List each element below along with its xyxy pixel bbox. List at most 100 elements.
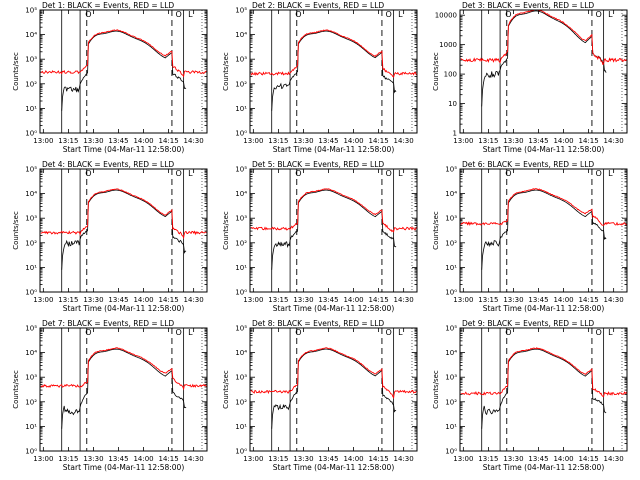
- lld-series-line: [460, 347, 627, 398]
- x-tick-label: 13:30: [83, 455, 103, 463]
- marker-symbol: L: [608, 10, 613, 19]
- x-tick-label: 14:00: [133, 455, 153, 463]
- x-tick-label: 14:15: [158, 137, 178, 145]
- x-tick-label: 13:30: [293, 296, 313, 304]
- x-tick-label: 13:00: [453, 296, 473, 304]
- y-tick-label: 1: [453, 129, 457, 137]
- marker-symbol: O: [175, 169, 181, 178]
- panel-title: Det 3: BLACK = Events, RED = LLD: [462, 1, 594, 10]
- panel-title: Det 2: BLACK = Events, RED = LLD: [252, 1, 384, 10]
- y-tick-label: 10³: [25, 215, 37, 223]
- y-tick-label: 10⁵: [235, 7, 247, 15]
- y-tick-label: 10⁴: [25, 349, 37, 357]
- y-tick-label: 10: [448, 100, 457, 108]
- marker-symbol: L: [608, 328, 613, 337]
- x-tick-label: 14:15: [578, 455, 598, 463]
- detector-panel: Det 1: BLACK = Events, RED = LLD 13:00 13:…: [12, 1, 208, 154]
- marker-symbol: O: [85, 328, 91, 337]
- x-tick-label: 13:15: [478, 296, 498, 304]
- y-tick-label: 10⁵: [445, 166, 457, 174]
- x-tick-label: 13:00: [33, 455, 53, 463]
- x-tick-label: 13:00: [453, 137, 473, 145]
- y-tick-label: 10²: [235, 398, 247, 406]
- y-tick-label: 10³: [445, 215, 457, 223]
- y-tick-label: 10³: [25, 374, 37, 382]
- y-tick-label: 10⁴: [235, 349, 247, 357]
- y-tick-label: 10⁴: [25, 190, 37, 198]
- x-tick-label: 13:15: [268, 296, 288, 304]
- x-tick-label: 14:00: [343, 137, 363, 145]
- y-axis-label: Counts/sec: [12, 211, 20, 250]
- y-tick-label: 10⁰: [25, 447, 37, 455]
- x-tick-label: 13:00: [33, 296, 53, 304]
- y-tick-label: 10⁵: [25, 166, 37, 174]
- y-tick-label: 10⁵: [235, 166, 247, 174]
- x-tick-label: 13:45: [108, 455, 128, 463]
- y-tick-label: 10⁵: [445, 325, 457, 333]
- x-tick-label: 14:00: [553, 296, 573, 304]
- y-tick-label: 10¹: [445, 264, 457, 272]
- x-tick-label: 13:15: [58, 296, 78, 304]
- marker-symbol: L: [608, 169, 613, 178]
- y-tick-label: 10⁵: [235, 325, 247, 333]
- marker-symbol: O: [175, 328, 181, 337]
- y-tick-label: 10²: [235, 80, 247, 88]
- y-tick-label: 10²: [445, 239, 457, 247]
- lld-series-line: [40, 347, 207, 391]
- x-tick-label: 13:45: [318, 137, 338, 145]
- marker-symbol: L: [398, 10, 403, 19]
- y-tick-label: 10³: [445, 374, 457, 382]
- x-axis-label: Start Time (04-Mar-11 12:58:00): [483, 463, 605, 472]
- detector-panel: Det 2: BLACK = Events, RED = LLD 13:00 13:…: [222, 1, 418, 154]
- x-tick-label: 14:15: [578, 137, 598, 145]
- x-tick-label: 13:15: [268, 137, 288, 145]
- x-tick-label: 14:30: [604, 455, 624, 463]
- y-tick-label: 10³: [235, 374, 247, 382]
- marker-symbol: O: [505, 169, 511, 178]
- marker-symbol: L: [398, 169, 403, 178]
- y-tick-label: 10¹: [25, 423, 37, 431]
- events-series-line: [61, 348, 187, 429]
- y-tick-label: 10⁴: [25, 31, 37, 39]
- y-axis-label: Counts/sec: [432, 370, 440, 409]
- x-tick-label: 13:45: [318, 455, 338, 463]
- x-tick-label: 13:15: [478, 137, 498, 145]
- x-tick-label: 13:30: [293, 137, 313, 145]
- y-axis-label: Counts/sec: [432, 211, 440, 250]
- x-tick-label: 14:30: [184, 137, 204, 145]
- y-tick-label: 10⁰: [25, 288, 37, 296]
- plot-frame: [459, 168, 628, 293]
- y-tick-label: 10¹: [235, 423, 247, 431]
- y-tick-label: 1000: [439, 41, 457, 49]
- x-tick-label: 13:00: [243, 296, 263, 304]
- marker-symbol: O: [85, 10, 91, 19]
- y-tick-label: 10²: [445, 398, 457, 406]
- x-tick-label: 13:00: [33, 137, 53, 145]
- y-tick-label: 10000: [435, 12, 457, 20]
- panel-title: Det 8: BLACK = Events, RED = LLD: [252, 319, 384, 328]
- plot-frame: [249, 168, 418, 293]
- lld-series-line: [250, 188, 417, 233]
- x-tick-label: 13:30: [83, 137, 103, 145]
- x-tick-label: 13:00: [453, 455, 473, 463]
- panel-title: Det 6: BLACK = Events, RED = LLD: [462, 160, 594, 169]
- x-axis-label: Start Time (04-Mar-11 12:58:00): [483, 145, 605, 154]
- x-tick-label: 14:15: [158, 296, 178, 304]
- panel-title: Det 7: BLACK = Events, RED = LLD: [42, 319, 174, 328]
- y-tick-label: 10⁰: [25, 129, 37, 137]
- events-series-line: [61, 30, 187, 111]
- plot-frame: [249, 9, 418, 134]
- x-tick-label: 14:00: [343, 455, 363, 463]
- marker-symbol: O: [385, 169, 391, 178]
- x-tick-label: 14:00: [553, 455, 573, 463]
- y-tick-label: 10²: [25, 80, 37, 88]
- events-series-line: [271, 348, 397, 429]
- events-series-line: [481, 348, 607, 429]
- y-tick-label: 10³: [235, 56, 247, 64]
- detector-panel: Det 4: BLACK = Events, RED = LLD 13:00 13:…: [12, 160, 208, 313]
- x-tick-label: 13:45: [318, 296, 338, 304]
- x-tick-label: 14:00: [133, 137, 153, 145]
- x-tick-label: 13:45: [528, 137, 548, 145]
- x-tick-label: 13:15: [58, 455, 78, 463]
